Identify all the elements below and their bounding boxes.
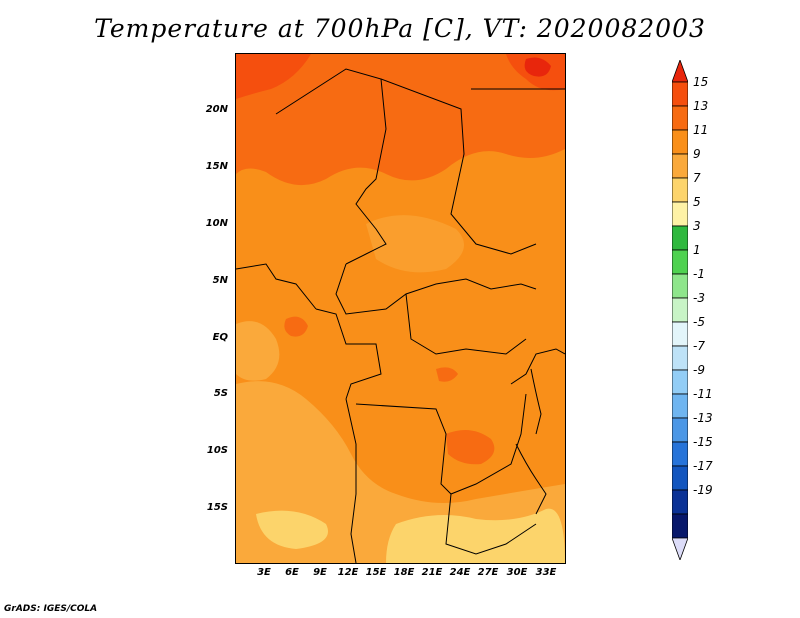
credit-text: GrADS: IGES/COLA (4, 604, 98, 614)
lon-label: 33E (535, 567, 557, 578)
colorbar-level-label: 7 (693, 171, 701, 185)
lat-label: 15S (206, 502, 228, 513)
lon-label: 18E (393, 567, 415, 578)
field-7to9-patch (366, 215, 464, 273)
colorbar-segment (672, 465, 688, 491)
colorbar-segment (672, 369, 688, 395)
colorbar-level-label: -15 (693, 435, 713, 449)
colorbar-level-label: 11 (693, 123, 709, 137)
field-warm-spot-center (436, 367, 458, 382)
colorbar-segment (672, 345, 688, 371)
field-warm-spot-west (284, 316, 308, 337)
colorbar-level-label: 5 (693, 195, 701, 209)
colorbar-level-label: 13 (693, 99, 709, 113)
lat-label: 20N (205, 104, 228, 115)
colorbar-segment (672, 153, 688, 179)
field-5to7-sw (256, 510, 328, 549)
colorbar-level-label: 9 (693, 147, 701, 161)
temperature-field (236, 54, 565, 563)
colorbar-segment (672, 417, 688, 443)
colorbar-bottom-arrow (672, 537, 688, 560)
lon-label: 9E (313, 567, 327, 578)
colorbar-segment (672, 105, 688, 131)
colorbar-segment (672, 489, 688, 515)
map-panel (235, 53, 566, 564)
map-title: Temperature at 700hPa [C], VT: 202008200… (94, 14, 706, 43)
colorbar-segment (672, 177, 688, 203)
colorbar-level-label: 15 (693, 75, 709, 89)
field-13to15-nw (236, 54, 311, 99)
colorbar-level-label: -17 (693, 459, 713, 473)
colorbar-segment (672, 273, 688, 299)
lat-label: 10S (206, 445, 228, 456)
colorbar-level-label: -9 (693, 363, 705, 377)
colorbar (672, 60, 688, 560)
colorbar-segment (672, 297, 688, 323)
colorbar-segment (672, 81, 688, 107)
colorbar-segment (672, 321, 688, 347)
lat-label: 15N (205, 161, 228, 172)
lon-label: 15E (365, 567, 387, 578)
lat-label: 5S (213, 388, 228, 399)
colorbar-top-arrow (672, 60, 688, 83)
lat-label: 10N (205, 218, 228, 229)
colorbar-segment (672, 129, 688, 155)
colorbar-segment (672, 513, 688, 539)
lon-label: 24E (449, 567, 471, 578)
colorbar-segment (672, 201, 688, 227)
colorbar-level-label: -3 (693, 291, 705, 305)
colorbar-level-label: -1 (693, 267, 705, 281)
colorbar-level-label: -7 (693, 339, 705, 353)
lon-label: 27E (477, 567, 499, 578)
colorbar-level-label: -5 (693, 315, 705, 329)
colorbar-segment (672, 441, 688, 467)
field-5to7-south (386, 508, 565, 563)
field-7to9-coast (236, 321, 280, 381)
colorbar-level-label: -13 (693, 411, 713, 425)
colorbar-level-label: 1 (693, 243, 701, 257)
lat-label: 5N (212, 275, 228, 286)
lon-label: 3E (257, 567, 271, 578)
lon-label: 12E (337, 567, 359, 578)
lon-label: 30E (506, 567, 528, 578)
lon-label: 6E (285, 567, 299, 578)
field-above-15-ne (524, 57, 551, 77)
lon-label: 21E (421, 567, 443, 578)
colorbar-level-label: -11 (693, 387, 713, 401)
colorbar-segment (672, 225, 688, 251)
colorbar-segment (672, 393, 688, 419)
lat-label: EQ (212, 332, 228, 343)
colorbar-level-label: -19 (693, 483, 713, 497)
field-7to9-south (236, 381, 565, 563)
colorbar-level-label: 3 (693, 219, 701, 233)
field-warm-spot-south (446, 430, 495, 465)
country-borders (236, 68, 565, 563)
colorbar-segment (672, 249, 688, 275)
